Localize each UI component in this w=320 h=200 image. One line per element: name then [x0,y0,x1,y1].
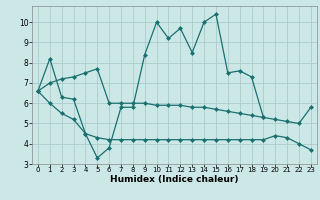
X-axis label: Humidex (Indice chaleur): Humidex (Indice chaleur) [110,175,239,184]
